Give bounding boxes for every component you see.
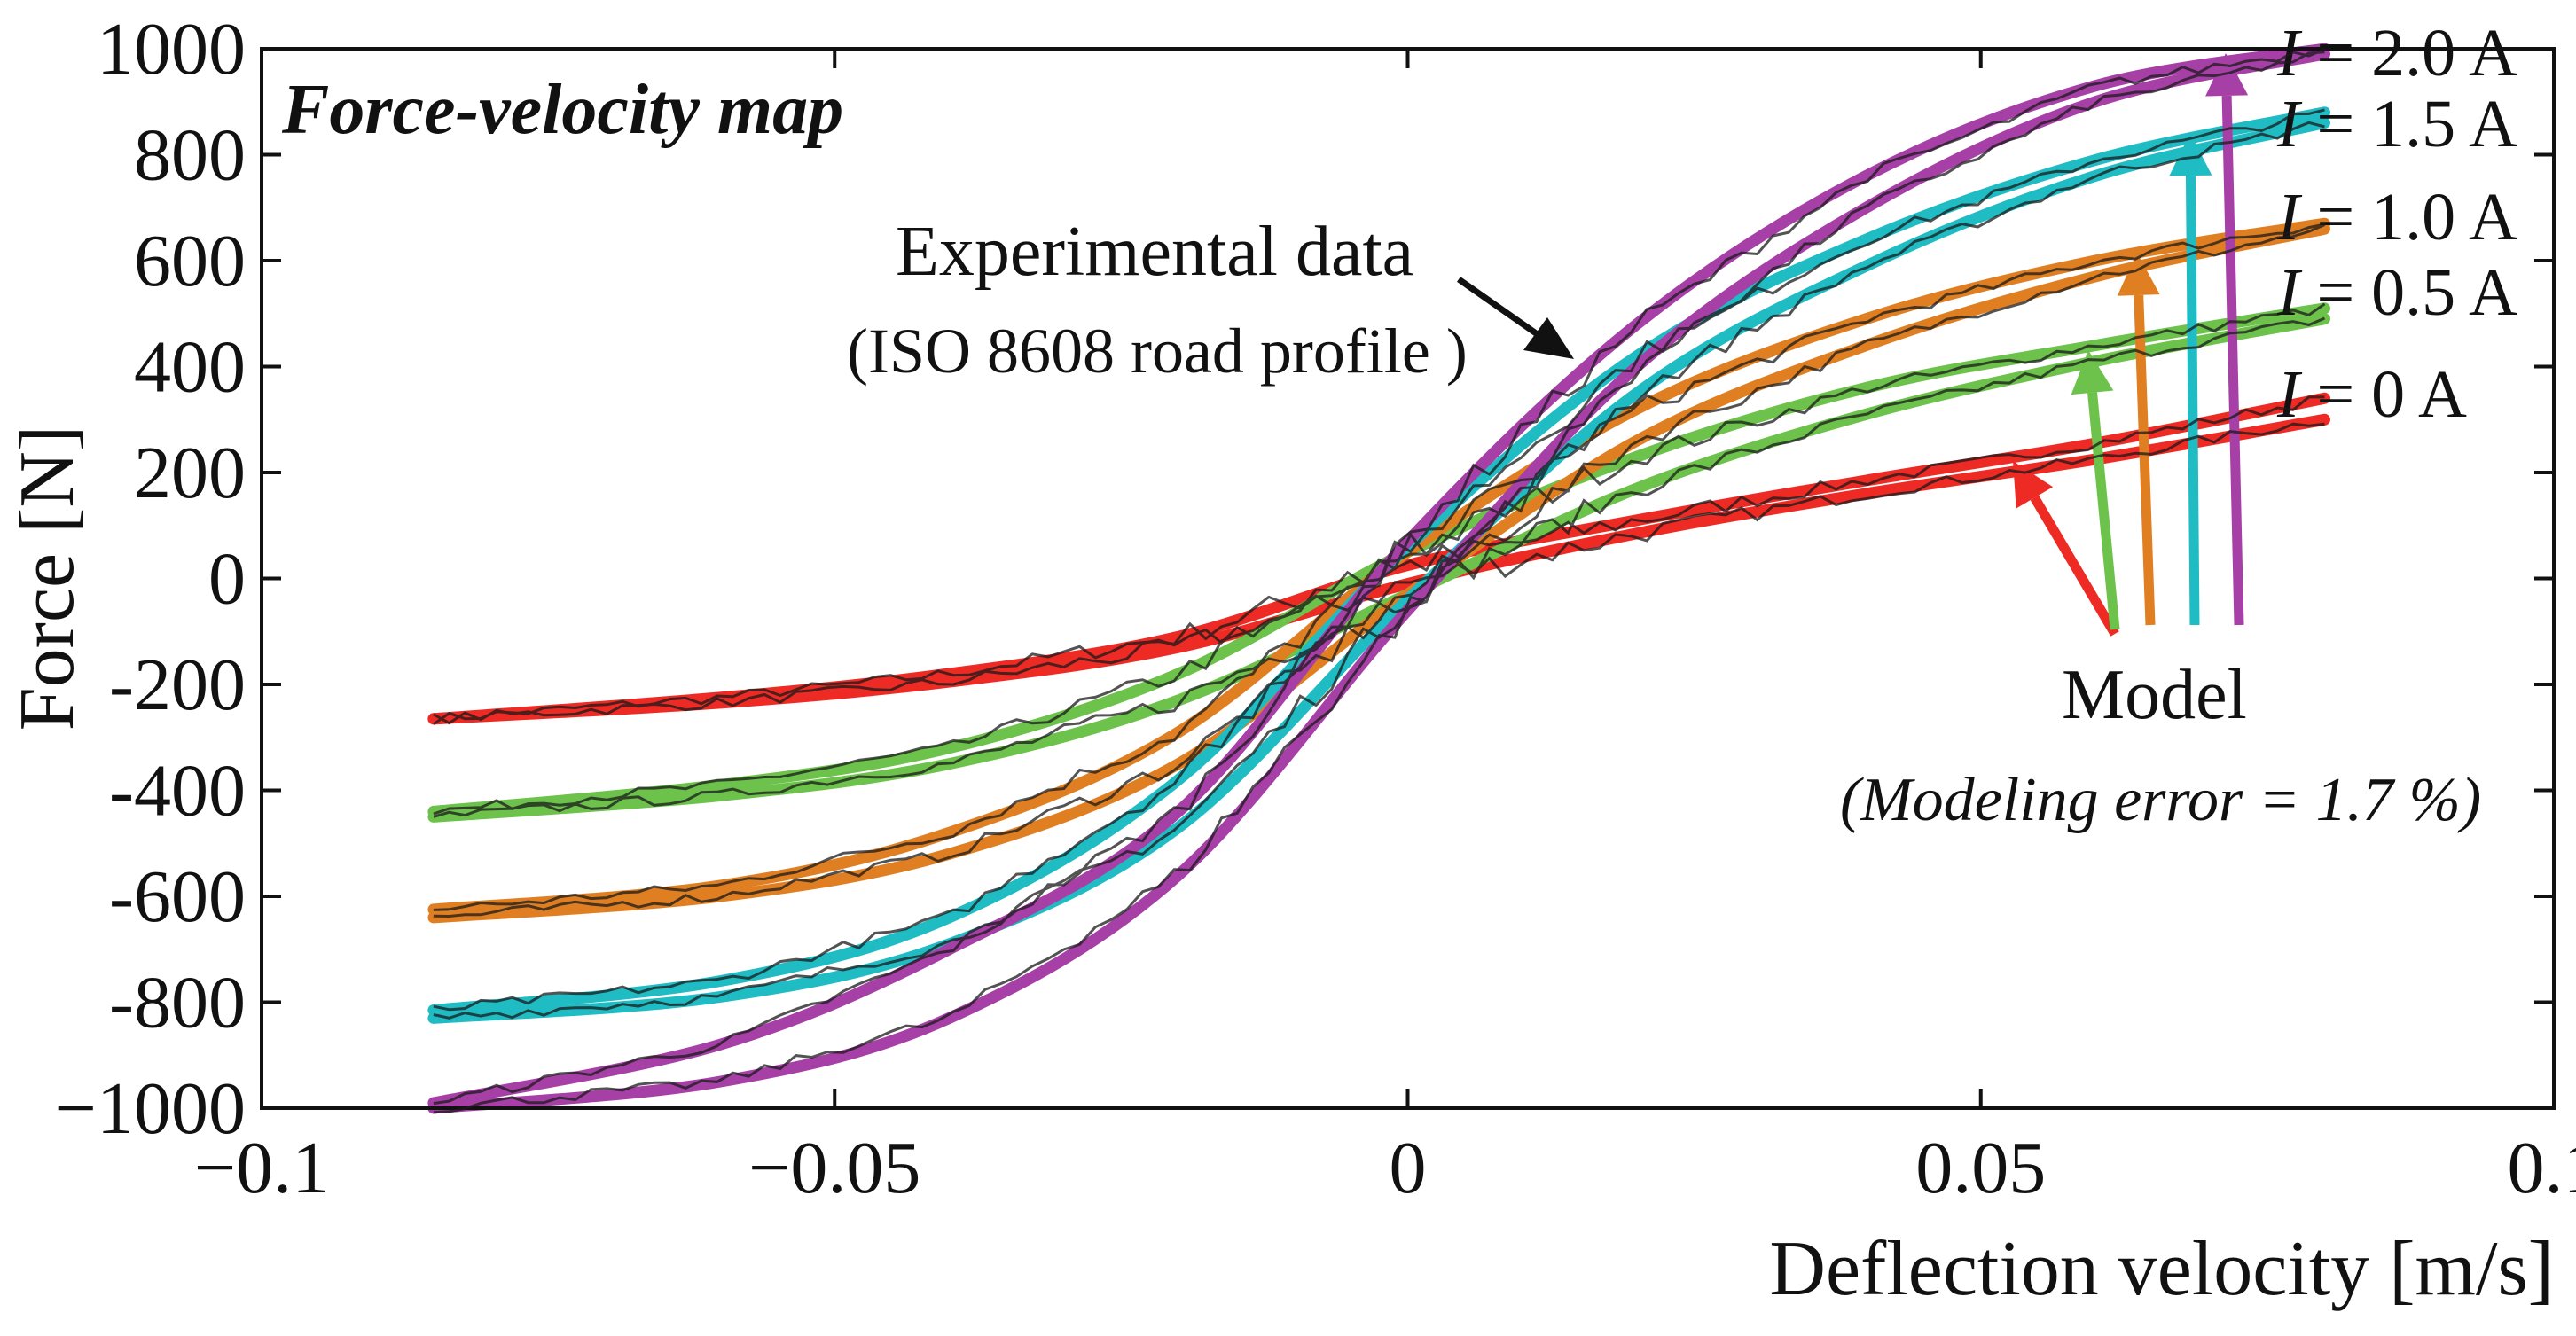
model-arrow-head [2071, 350, 2114, 395]
current-symbol: I [2276, 255, 2316, 330]
y-tick-label: -200 [109, 644, 246, 726]
model-arrow-shaft [2030, 495, 2119, 637]
current-value: = 0 A [2316, 357, 2467, 432]
y-ticks: 1000 800 600 400 200 0 -200 -400 -600 -800 −1000 [55, 8, 2554, 1150]
y-tick-label: -600 [109, 856, 246, 938]
experimental-trace [433, 223, 2325, 911]
x-tick-label: −0.05 [748, 1127, 920, 1209]
model-curve-lower [427, 117, 2330, 1024]
y-tick-label: 800 [134, 114, 246, 197]
y-tick-label: -800 [109, 962, 246, 1044]
current-labels: I = 0 AI = 0.5 AI = 1.0 AI = 1.5 AI = 2.… [2276, 16, 2517, 432]
model-arrow-head [2117, 253, 2160, 296]
experimental-data-sublabel: (ISO 8608 road profile ) [847, 316, 1468, 387]
y-tick-label: 600 [134, 220, 246, 302]
x-tick-label: −0.1 [194, 1127, 329, 1209]
x-tick-label: 0 [1390, 1127, 1427, 1209]
model-arrow-head [2169, 133, 2212, 176]
x-tick-label: 0.1 [2508, 1127, 2576, 1209]
current-label: I = 1.0 A [2276, 180, 2517, 254]
current-value: = 1.0 A [2316, 180, 2517, 254]
experimental-trace [433, 48, 2326, 1106]
experimental-data-arrow [1456, 277, 1574, 359]
x-axis-label: Deflection velocity [m/s] [1769, 1226, 2554, 1312]
model-arrow-shaft [2221, 95, 2244, 626]
model-sublabel: (Modeling error = 1.7 %) [1840, 766, 2481, 834]
experimental-trace [433, 395, 2325, 726]
experimental-data-label: Experimental data [896, 213, 1413, 291]
model-curve-upper [427, 43, 2330, 1109]
model-arrow-shaft [2134, 294, 2156, 626]
y-tick-label: 200 [134, 432, 246, 514]
y-tick-label: 400 [134, 326, 246, 409]
x-ticks: −0.1 −0.05 0 0.05 0.1 [194, 49, 2576, 1209]
experimental-trace [433, 223, 2326, 918]
current-value: = 2.0 A [2316, 16, 2517, 90]
experimental-data-layer [433, 48, 2326, 1114]
y-tick-label: 0 [208, 538, 246, 621]
current-label: I = 0.5 A [2276, 255, 2517, 330]
y-tick-label: -400 [109, 750, 246, 832]
x-tick-label: 0.05 [1915, 1127, 2046, 1209]
model-arrow-shaft [2185, 175, 2200, 626]
experimental-trace [433, 51, 2325, 1114]
experimental-trace [433, 316, 2326, 818]
y-tick-label: −1000 [55, 1067, 246, 1150]
current-label: I = 0 A [2276, 357, 2467, 432]
current-value: = 0.5 A [2316, 255, 2517, 330]
current-value: = 1.5 A [2316, 87, 2517, 161]
current-symbol: I [2276, 180, 2316, 254]
model-arrow-shaft [2087, 392, 2120, 630]
current-symbol: I [2276, 357, 2316, 432]
chart-title: Force-velocity map [281, 71, 843, 149]
model-label: Model [2062, 656, 2247, 734]
y-tick-label: 1000 [97, 8, 246, 90]
y-axis-label: Force [N] [4, 426, 90, 731]
